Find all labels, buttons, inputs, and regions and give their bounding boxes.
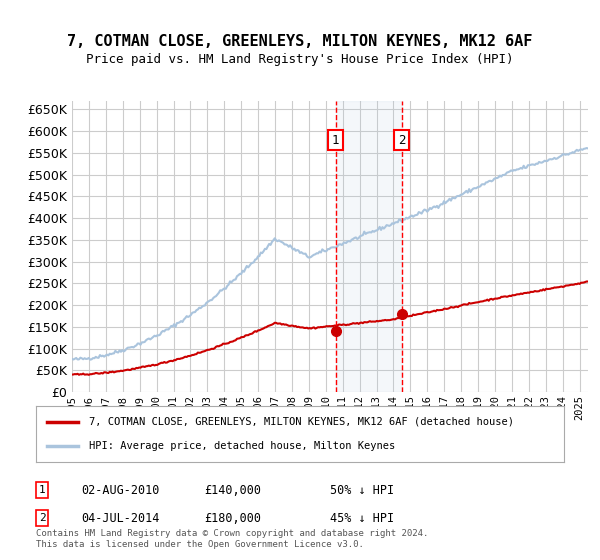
Text: £140,000: £140,000 (204, 483, 261, 497)
Text: £180,000: £180,000 (204, 511, 261, 525)
Text: 2: 2 (398, 134, 406, 147)
Text: 45% ↓ HPI: 45% ↓ HPI (330, 511, 394, 525)
Text: 04-JUL-2014: 04-JUL-2014 (81, 511, 160, 525)
Text: Contains HM Land Registry data © Crown copyright and database right 2024.
This d: Contains HM Land Registry data © Crown c… (36, 529, 428, 549)
Text: 7, COTMAN CLOSE, GREENLEYS, MILTON KEYNES, MK12 6AF (detached house): 7, COTMAN CLOSE, GREENLEYS, MILTON KEYNE… (89, 417, 514, 427)
Text: Price paid vs. HM Land Registry's House Price Index (HPI): Price paid vs. HM Land Registry's House … (86, 53, 514, 66)
Text: 02-AUG-2010: 02-AUG-2010 (81, 483, 160, 497)
Text: 2: 2 (38, 513, 46, 523)
Text: 50% ↓ HPI: 50% ↓ HPI (330, 483, 394, 497)
Text: 1: 1 (332, 134, 340, 147)
Text: 7, COTMAN CLOSE, GREENLEYS, MILTON KEYNES, MK12 6AF: 7, COTMAN CLOSE, GREENLEYS, MILTON KEYNE… (67, 34, 533, 49)
Text: HPI: Average price, detached house, Milton Keynes: HPI: Average price, detached house, Milt… (89, 441, 395, 451)
Text: 1: 1 (38, 485, 46, 495)
Bar (335, 101, 402, 392)
